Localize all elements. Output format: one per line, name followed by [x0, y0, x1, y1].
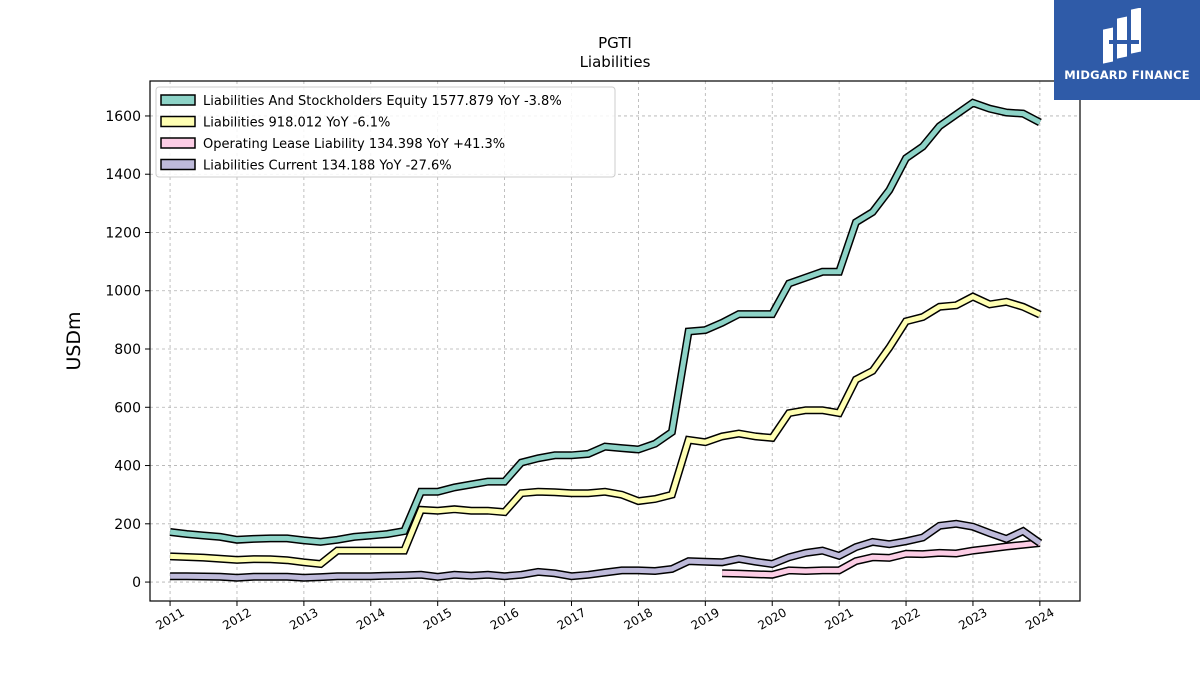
x-tick-label: 2014 — [354, 605, 387, 632]
legend: Liabilities And Stockholders Equity 1577… — [155, 86, 616, 178]
series-lines — [169, 98, 1043, 582]
x-tick-label: 2024 — [1023, 605, 1056, 632]
x-tick-label: 2011 — [153, 605, 186, 632]
y-axis-label: USDm — [63, 311, 85, 370]
legend-swatch — [160, 94, 196, 106]
legend-entry: Operating Lease Liability 134.398 YoY +4… — [203, 137, 505, 152]
x-tick-label: 2018 — [622, 605, 655, 632]
series-liabilities — [169, 292, 1042, 569]
x-tick-label: 2016 — [488, 605, 521, 632]
y-tick-label: 400 — [114, 459, 141, 475]
legend-entry: Liabilities 918.012 YoY -6.1% — [203, 116, 390, 131]
y-tick-label: 800 — [114, 342, 141, 358]
x-axis-ticks: 2011 2012 2013 2014 2015 2016 2017 2018 2019 2020… — [153, 601, 1057, 633]
x-tick-label: 2015 — [421, 605, 454, 632]
series-line — [170, 293, 1041, 567]
y-tick-label: 1600 — [105, 109, 141, 125]
y-tick-label: 0 — [132, 575, 141, 591]
series-line — [169, 100, 1042, 545]
y-tick-label: 200 — [114, 517, 141, 533]
logo-mark-icon — [1103, 8, 1141, 64]
legend-entry: Liabilities Current 134.188 YoY -27.6% — [203, 159, 452, 174]
x-tick-label: 2021 — [822, 605, 855, 632]
series-liabilities-and-stockholders-equity — [169, 98, 1042, 546]
legend-frame — [155, 86, 616, 178]
legend-swatch — [160, 158, 196, 171]
chart-title: PGTI — [598, 34, 632, 52]
legend-swatch — [160, 115, 196, 128]
midgard-finance-logo: MIDGARD FINANCE — [1054, 0, 1200, 100]
x-tick-label: 2019 — [689, 605, 722, 632]
legend-entry: Liabilities And Stockholders Equity 1577… — [203, 94, 562, 109]
plot-frame — [149, 80, 1081, 602]
y-tick-label: 1400 — [105, 167, 141, 183]
legend-swatch — [160, 137, 196, 149]
x-tick-label: 2020 — [756, 605, 789, 632]
y-axis-ticks: 0 200 400 600 800 1000 1200 1400 1600 — [105, 109, 150, 591]
x-tick-label: 2017 — [555, 605, 588, 632]
x-tick-label: 2022 — [889, 605, 922, 632]
y-tick-label: 1000 — [105, 284, 141, 300]
series-liabilities-current — [170, 519, 1043, 582]
x-tick-label: 2023 — [956, 605, 989, 632]
y-tick-label: 600 — [114, 400, 141, 416]
x-tick-label: 2013 — [287, 605, 320, 632]
series-line — [170, 521, 1042, 581]
x-tick-label: 2012 — [220, 605, 253, 632]
series-operating-lease-liability — [722, 539, 1041, 579]
y-tick-label: 1200 — [105, 225, 141, 241]
series-line — [722, 540, 1041, 578]
logo-text: MIDGARD FINANCE — [1064, 68, 1190, 82]
chart-subtitle: Liabilities — [580, 53, 651, 71]
